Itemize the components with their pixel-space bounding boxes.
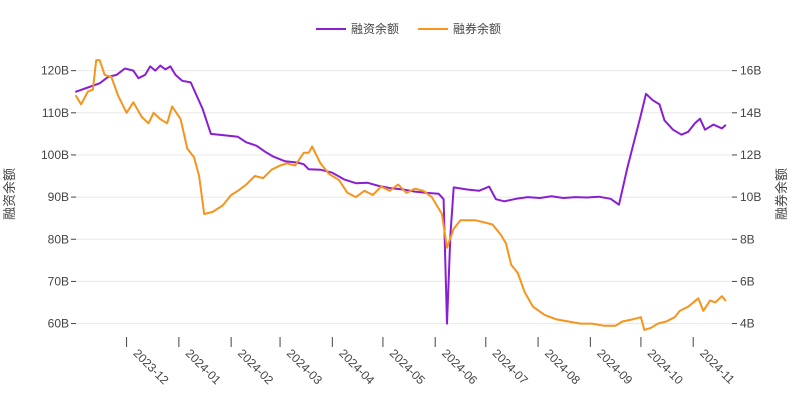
x-tick-label: 2024-07 bbox=[490, 346, 531, 387]
x-tick-label: 2024-04 bbox=[336, 346, 377, 387]
legend-label-securities-lending: 融券余额 bbox=[453, 21, 501, 36]
y-right-tick-label: 12B bbox=[740, 148, 761, 162]
y-axis-left: 60B 70B 80B 90B 100B 110B 120B bbox=[41, 64, 76, 331]
legend[interactable]: 融资余额 融券余额 bbox=[316, 21, 501, 36]
series-line-financing[interactable] bbox=[75, 64, 727, 325]
y-left-tick-label: 110B bbox=[42, 106, 69, 120]
y-left-tick-label: 80B bbox=[48, 232, 69, 246]
x-tick-label: 2024-02 bbox=[235, 346, 276, 387]
y-right-tick-label: 16B bbox=[740, 64, 761, 78]
grid-lines bbox=[76, 70, 732, 325]
x-tick-label: 2024-10 bbox=[645, 346, 686, 387]
y-left-tick-label: 100B bbox=[41, 148, 69, 162]
x-tick-label: 2024-05 bbox=[387, 346, 428, 387]
x-tick-label: 2024-06 bbox=[439, 346, 480, 387]
legend-item-securities-lending[interactable]: 融券余额 bbox=[418, 21, 501, 36]
x-axis: 2023-12 2024-01 2024-02 2024-03 2024-04 2024-… bbox=[126, 337, 738, 387]
x-tick-label: 2024-09 bbox=[594, 346, 635, 387]
y-left-tick-label: 90B bbox=[48, 190, 69, 204]
x-tick-label: 2024-11 bbox=[697, 346, 738, 387]
y-right-tick-label: 6B bbox=[740, 274, 755, 288]
x-tick-label: 2024-08 bbox=[542, 346, 583, 387]
legend-item-financing[interactable]: 融资余额 bbox=[316, 21, 399, 36]
x-tick-label: 2024-03 bbox=[284, 346, 325, 387]
y-right-tick-label: 8B bbox=[740, 232, 755, 246]
y-axis-right: 4B 6B 8B 10B 12B 14B 16B bbox=[732, 64, 761, 331]
y-axis-left-title: 融资余额 bbox=[2, 168, 17, 220]
legend-label-financing: 融资余额 bbox=[351, 21, 399, 36]
series-layer bbox=[75, 59, 727, 331]
y-right-tick-label: 4B bbox=[740, 317, 755, 331]
y-right-tick-label: 10B bbox=[740, 190, 761, 204]
x-tick-label: 2024-01 bbox=[183, 346, 224, 387]
y-left-tick-label: 70B bbox=[48, 274, 69, 288]
series-line-securities-lending[interactable] bbox=[75, 59, 727, 331]
y-right-tick-label: 14B bbox=[740, 106, 761, 120]
y-left-tick-label: 120B bbox=[41, 64, 69, 78]
y-left-tick-label: 60B bbox=[48, 317, 69, 331]
y-axis-right-title: 融券余额 bbox=[774, 168, 789, 220]
x-tick-label: 2023-12 bbox=[130, 346, 171, 387]
